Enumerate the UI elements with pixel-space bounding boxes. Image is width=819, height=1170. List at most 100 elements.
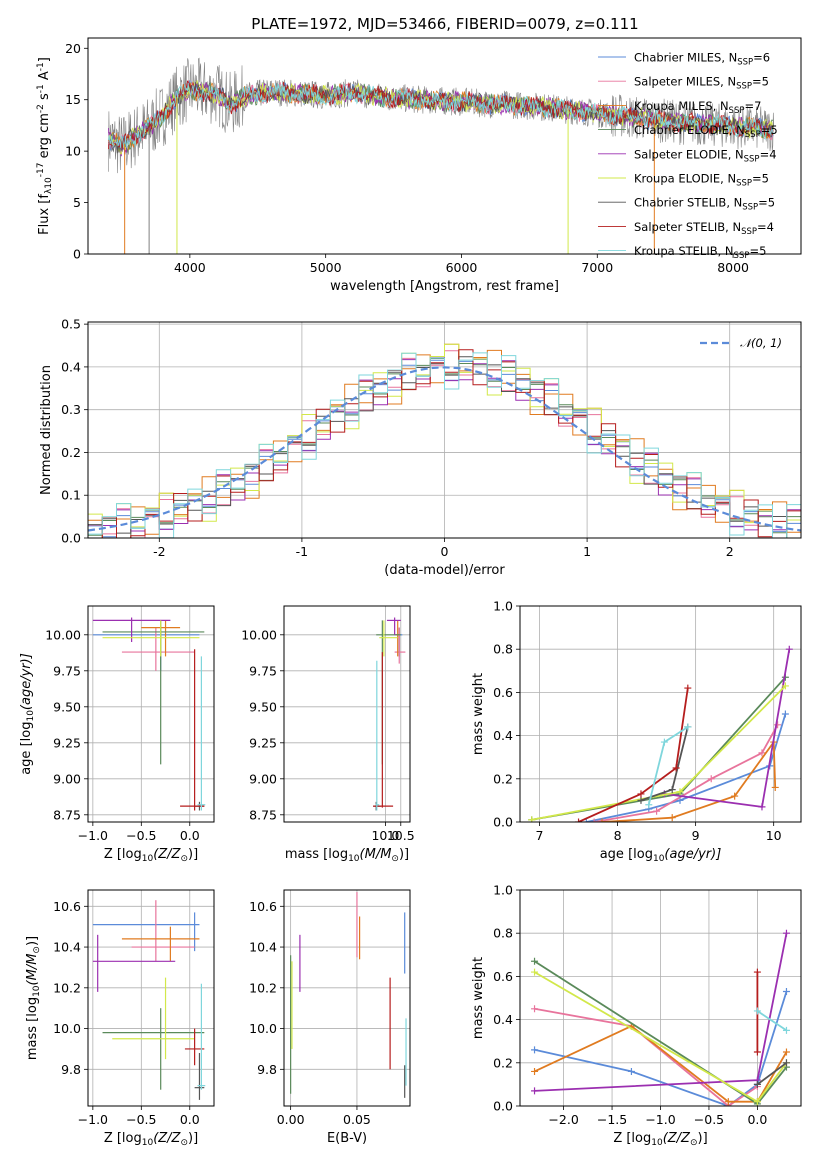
weight-marker bbox=[660, 738, 668, 746]
data-point bbox=[373, 652, 394, 808]
data-point bbox=[394, 627, 406, 664]
weight-marker bbox=[785, 645, 793, 653]
y-tick-label: 1.0 bbox=[493, 883, 513, 898]
y-tick-label: 0.3 bbox=[61, 402, 81, 417]
data-point bbox=[197, 656, 206, 811]
x-tick-label: 0.00 bbox=[277, 1112, 305, 1127]
x-tick-label: 7000 bbox=[581, 260, 613, 275]
y-tick-label: 20 bbox=[65, 41, 81, 56]
weight-marker bbox=[782, 988, 790, 996]
weight-line bbox=[531, 676, 787, 821]
y-tick-label: 10.4 bbox=[53, 940, 81, 955]
data-point bbox=[92, 934, 176, 992]
x-axis-label: age [log10(age/yr)] bbox=[600, 847, 722, 864]
weight-marker bbox=[668, 814, 676, 822]
spectrum-legend: Chabrier MILES, NSSP=6 Salpeter MILES, NS… bbox=[598, 51, 778, 261]
y-axis-label: mass weight bbox=[471, 957, 486, 1039]
weight-marker bbox=[782, 929, 790, 937]
data-point bbox=[194, 1053, 205, 1100]
weight-marker bbox=[590, 818, 598, 822]
x-tick-label: 0.0 bbox=[747, 1112, 767, 1127]
data-point bbox=[131, 900, 195, 962]
weight-marker bbox=[684, 723, 692, 731]
y-tick-label: 0.1 bbox=[61, 488, 81, 503]
y-tick-label: 0.0 bbox=[493, 815, 513, 830]
legend-entry: Kroupa STELIB, NSSP=5 bbox=[634, 244, 766, 261]
y-tick-label: 0.4 bbox=[61, 359, 81, 374]
y-axis-label: mass weight bbox=[471, 673, 486, 755]
age_vs_mass-axes: 10.010.5 8.75 9.00 9.25 9.50 9.75 10.00 mass [l… bbox=[241, 606, 415, 864]
x-tick-label: -1 bbox=[296, 544, 308, 559]
massweight_vs_age-axes: 7 8 9 10 0.0 0.2 0.4 0.6 0.8 1.0 age [log10(age/yr… bbox=[471, 599, 801, 864]
y-tick-label: 9.00 bbox=[53, 771, 81, 786]
weight-marker bbox=[724, 1098, 732, 1106]
legend-entry: Kroupa MILES, NSSP=7 bbox=[634, 99, 761, 116]
massweight_vs_age-grid bbox=[520, 605, 801, 823]
observed-spectrum bbox=[108, 57, 775, 174]
age_vs_Z-grid bbox=[88, 606, 214, 822]
x-tick-label: −0.5 bbox=[126, 828, 156, 843]
residual-histograms bbox=[88, 343, 801, 538]
weight-line bbox=[578, 687, 689, 822]
weight-marker bbox=[531, 1046, 539, 1054]
weight-marker bbox=[753, 1048, 761, 1056]
data-point bbox=[375, 660, 380, 811]
massweight_vs_Z-frame bbox=[519, 889, 802, 1107]
age_vs_mass-grid bbox=[284, 606, 410, 822]
y-tick-label: 8.75 bbox=[53, 807, 81, 822]
y-tick-label: 1.0 bbox=[493, 599, 513, 614]
weight-marker bbox=[781, 682, 789, 690]
x-tick-label: 0 bbox=[441, 544, 449, 559]
weight-marker bbox=[531, 968, 539, 976]
age_vs_Z-points bbox=[92, 617, 206, 811]
weight-marker bbox=[707, 775, 715, 783]
y-axis-label: age [log10(age/yr)] bbox=[19, 653, 36, 775]
massweight_vs_age-frame bbox=[519, 605, 802, 823]
y-tick-label: 0.2 bbox=[493, 771, 513, 786]
weight-line bbox=[531, 685, 787, 821]
y-tick-label: 10.0 bbox=[249, 1021, 277, 1036]
legend-entry: Chabrier ELODIE, NSSP=5 bbox=[634, 123, 778, 140]
x-tick-label: 10.0 bbox=[371, 828, 399, 843]
y-tick-label: 0.6 bbox=[493, 969, 513, 984]
massweight_vs_age-lines bbox=[528, 645, 793, 822]
residual-histogram bbox=[88, 343, 801, 538]
x-axis-label: Z [log10(Z/Z⊙)] bbox=[613, 1131, 707, 1148]
y-tick-label: 0.8 bbox=[493, 642, 513, 657]
weight-marker bbox=[645, 801, 653, 809]
model-spectrum bbox=[108, 80, 774, 155]
legend-entry: Salpeter ELODIE, NSSP=4 bbox=[634, 147, 777, 164]
weight-marker bbox=[782, 1059, 790, 1067]
data-point bbox=[386, 617, 401, 635]
weight-marker bbox=[731, 792, 739, 800]
mass_vs_Z-axes: −1.0 −0.5 0.0 9.8 10.0 10.2 10.4 10.6 Z [log10(Z… bbox=[25, 890, 214, 1148]
massweight_vs_Z-lines bbox=[531, 929, 790, 1106]
y-tick-label: 9.8 bbox=[61, 1062, 81, 1077]
weight-marker bbox=[676, 788, 684, 796]
spectrum-frame bbox=[87, 37, 802, 255]
x-tick-label: −1.0 bbox=[645, 1112, 675, 1127]
legend-entry: 𝒩(0, 1) bbox=[740, 336, 782, 350]
mass_vs_EBV-axes: 0.00 0.05 9.8 10.0 10.2 10.4 10.6 E(B-V) bbox=[249, 890, 410, 1146]
data-point bbox=[112, 977, 195, 1060]
weight-marker bbox=[531, 957, 539, 965]
weight-line bbox=[756, 1062, 788, 1086]
data-point bbox=[197, 983, 206, 1090]
y-tick-label: 9.8 bbox=[257, 1062, 277, 1077]
x-tick-label: 9 bbox=[692, 828, 700, 843]
x-axis-label: wavelength [Angstrom, rest frame] bbox=[330, 279, 559, 294]
x-tick-label: −1.0 bbox=[78, 828, 108, 843]
y-tick-label: 0.6 bbox=[493, 685, 513, 700]
x-tick-label: 4000 bbox=[174, 260, 206, 275]
spectrum-lines bbox=[108, 57, 775, 254]
y-tick-label: 10.2 bbox=[53, 980, 81, 995]
y-tick-label: 10.2 bbox=[249, 980, 277, 995]
y-tick-label: 0.0 bbox=[493, 1099, 513, 1114]
mass_vs_Z-points bbox=[92, 900, 206, 1100]
y-tick-label: 0.4 bbox=[493, 728, 513, 743]
weight-marker bbox=[672, 764, 680, 772]
x-axis-label: Z [log10(Z/Z⊙)] bbox=[104, 847, 198, 864]
weight-marker bbox=[774, 721, 782, 729]
y-tick-label: 10.00 bbox=[241, 627, 277, 642]
